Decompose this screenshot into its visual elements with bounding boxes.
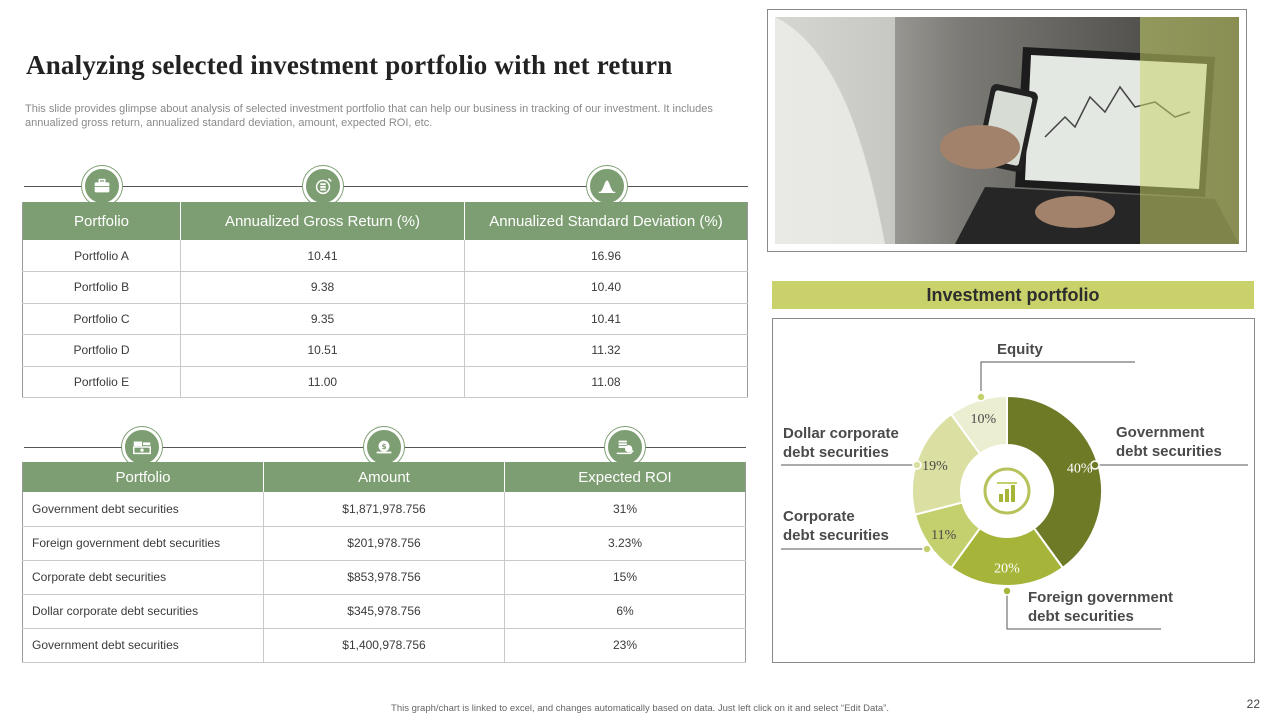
cash-stack-icon bbox=[122, 427, 162, 467]
table-row: Corporate debt securities $853,978.756 15% bbox=[22, 560, 746, 595]
pie-chart-title: Investment portfolio bbox=[772, 281, 1254, 309]
table-row: Government debt securities $1,871,978.756… bbox=[22, 492, 746, 527]
foreign-leader-line bbox=[1006, 591, 1161, 630]
foreign-marker bbox=[1002, 586, 1012, 596]
slice-value-label-2: 11% bbox=[931, 528, 956, 543]
portfolio-returns-table: Portfolio Annualized Gross Return (%) An… bbox=[22, 202, 748, 398]
chart-badge-icon bbox=[983, 467, 1031, 515]
table-cell: Government debt securities bbox=[22, 492, 264, 527]
table-cell: Corporate debt securities bbox=[22, 560, 264, 595]
bell-curve-icon bbox=[587, 166, 627, 206]
table-cell: 10.40 bbox=[464, 271, 748, 304]
foreign-label-line2: debt securities bbox=[1028, 608, 1134, 625]
table-cell: Government debt securities bbox=[22, 628, 264, 663]
column-header: Portfolio bbox=[22, 202, 181, 240]
table-cell: Foreign government debt securities bbox=[22, 526, 264, 561]
table-row: Portfolio C 9.35 10.41 bbox=[22, 303, 748, 335]
table-cell: $853,978.756 bbox=[263, 560, 505, 595]
table-cell: Dollar corporate debt securities bbox=[22, 594, 264, 629]
table-cell: 31% bbox=[504, 492, 746, 527]
icon-row-bottom: $ bbox=[24, 427, 746, 467]
column-header: Annualized Standard Deviation (%) bbox=[464, 202, 748, 240]
table-cell: 15% bbox=[504, 560, 746, 595]
equity-marker bbox=[976, 392, 986, 402]
table-cell: 10.41 bbox=[464, 303, 748, 335]
table-cell: Portfolio E bbox=[22, 366, 181, 398]
table-cell: Portfolio D bbox=[22, 334, 181, 367]
page-title: Analyzing selected investment portfolio … bbox=[26, 50, 673, 80]
table-cell: Portfolio B bbox=[22, 271, 181, 304]
slice-value-label-4: 10% bbox=[971, 412, 997, 427]
divider-line bbox=[24, 186, 748, 187]
table-cell: $345,978.756 bbox=[263, 594, 505, 629]
donut-chart: 40% 20% 11% 19% 10% Equity Government debt s… bbox=[781, 341, 1248, 630]
table-cell: 23% bbox=[504, 628, 746, 663]
corporate-label-line1: Corporate bbox=[783, 508, 855, 525]
column-header: Amount bbox=[263, 462, 505, 492]
corporate-marker bbox=[922, 544, 932, 554]
slice-value-label-3: 19% bbox=[922, 459, 948, 474]
table-header-row: Portfolio Amount Expected ROI bbox=[22, 462, 746, 492]
foreign-label-line1: Foreign government bbox=[1028, 589, 1173, 606]
table-row: Portfolio E 11.00 11.08 bbox=[22, 366, 748, 398]
table-cell: 11.08 bbox=[464, 366, 748, 398]
page-number: 22 bbox=[1246, 697, 1260, 711]
briefcase-icon bbox=[82, 166, 122, 206]
coin-hand-icon bbox=[605, 427, 645, 467]
dollar-label-line2: debt securities bbox=[783, 444, 889, 461]
equity-label: Equity bbox=[997, 341, 1043, 358]
table-cell: 6% bbox=[504, 594, 746, 629]
table-cell: 9.35 bbox=[180, 303, 465, 335]
laptop-trading-photo bbox=[775, 17, 1239, 244]
photo-illustration bbox=[775, 17, 1239, 244]
column-header: Portfolio bbox=[22, 462, 264, 492]
table-cell: 10.41 bbox=[180, 240, 465, 272]
slice-value-label-1: 20% bbox=[994, 562, 1020, 577]
table-row: Foreign government debt securities $201,9… bbox=[22, 526, 746, 561]
money-bag-icon bbox=[303, 166, 343, 206]
table-cell: $1,400,978.756 bbox=[263, 628, 505, 663]
table-cell: 11.32 bbox=[464, 334, 748, 367]
government-marker bbox=[1090, 460, 1100, 470]
page-subtitle: This slide provides glimpse about analys… bbox=[25, 103, 713, 129]
photo-frame bbox=[767, 9, 1247, 252]
table-row: Government debt securities $1,400,978.756… bbox=[22, 628, 746, 663]
corporate-label-line2: debt securities bbox=[783, 527, 889, 544]
table-cell: 10.51 bbox=[180, 334, 465, 367]
table-cell: $201,978.756 bbox=[263, 526, 505, 561]
table-cell: 11.00 bbox=[180, 366, 465, 398]
table-row: Portfolio A 10.41 16.96 bbox=[22, 240, 748, 272]
government-label-line2: debt securities bbox=[1116, 443, 1222, 460]
dollar-label-line1: Dollar corporate bbox=[783, 425, 899, 442]
pie-chart-panel: 40% 20% 11% 19% 10% Equity Government debt s… bbox=[772, 318, 1255, 663]
equity-leader-line bbox=[980, 361, 1135, 391]
column-header: Expected ROI bbox=[504, 462, 746, 492]
table-cell: 3.23% bbox=[504, 526, 746, 561]
table-cell: Portfolio A bbox=[22, 240, 181, 272]
table-cell: $1,871,978.756 bbox=[263, 492, 505, 527]
table-header-row: Portfolio Annualized Gross Return (%) An… bbox=[22, 202, 748, 240]
table-cell: 9.38 bbox=[180, 271, 465, 304]
column-header: Annualized Gross Return (%) bbox=[180, 202, 465, 240]
government-label-line1: Government bbox=[1116, 424, 1204, 441]
svg-text:$: $ bbox=[381, 442, 386, 451]
coins-icon: $ bbox=[364, 427, 404, 467]
table-row: Dollar corporate debt securities $345,978… bbox=[22, 594, 746, 629]
table-row: Portfolio B 9.38 10.40 bbox=[22, 271, 748, 304]
table-row: Portfolio D 10.51 11.32 bbox=[22, 334, 748, 367]
icon-row-top bbox=[24, 166, 748, 206]
dollar-marker bbox=[912, 460, 922, 470]
table-cell: Portfolio C bbox=[22, 303, 181, 335]
slice-value-label-0: 40% bbox=[1067, 461, 1093, 476]
footer-note: This graph/chart is linked to excel, and… bbox=[391, 703, 889, 714]
table-cell: 16.96 bbox=[464, 240, 748, 272]
portfolio-amount-table: Portfolio Amount Expected ROI Government… bbox=[22, 462, 746, 663]
